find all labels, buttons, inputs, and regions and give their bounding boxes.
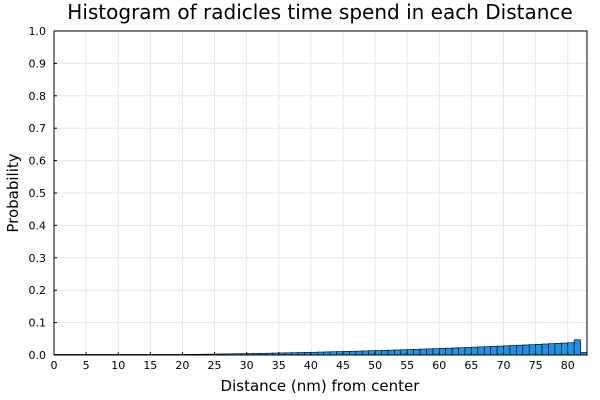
histogram-bar xyxy=(522,344,530,356)
histogram-bar xyxy=(432,348,440,356)
histogram-bar xyxy=(490,346,498,356)
y-tick-label: 0.3 xyxy=(29,252,47,265)
histogram-bar xyxy=(503,345,511,356)
x-tick-label: 15 xyxy=(143,359,157,372)
x-tick-label: 50 xyxy=(368,359,382,372)
histogram-bar xyxy=(464,347,472,356)
histogram-bar xyxy=(419,348,427,356)
x-tick-label: 25 xyxy=(208,359,222,372)
histogram-bar xyxy=(439,348,447,356)
histogram-bar xyxy=(426,348,434,356)
y-tick-label: 0.8 xyxy=(29,90,47,103)
x-tick-label: 80 xyxy=(561,359,575,372)
y-tick-label: 0.5 xyxy=(29,187,47,200)
x-tick-label: 10 xyxy=(111,359,125,372)
histogram-bar xyxy=(496,345,504,356)
x-tick-label: 30 xyxy=(240,359,254,372)
histogram-bar xyxy=(394,349,402,356)
histogram-bar xyxy=(516,344,524,356)
histogram-bar xyxy=(413,348,421,356)
x-tick-label: 65 xyxy=(464,359,478,372)
histogram-bar xyxy=(554,343,562,356)
histogram-bar xyxy=(368,350,376,356)
histogram-bar xyxy=(548,343,556,356)
histogram-bar xyxy=(458,347,466,356)
histogram-bar xyxy=(336,351,344,356)
histogram-bar xyxy=(483,346,491,356)
histogram-bar xyxy=(342,351,350,356)
x-axis-ticks: 0 5 10 15 20 25 30 35 40 45 50 55 60 65 70 75 80 xyxy=(51,352,575,372)
x-tick-label: 5 xyxy=(83,359,90,372)
histogram-bar xyxy=(400,349,408,356)
y-tick-label: 0.0 xyxy=(29,349,47,362)
bars xyxy=(53,339,588,356)
histogram-bar xyxy=(509,345,517,356)
histogram-bar xyxy=(567,342,575,356)
y-tick-label: 0.7 xyxy=(29,122,47,135)
grid xyxy=(53,30,587,356)
x-tick-label: 40 xyxy=(304,359,318,372)
histogram-bar xyxy=(355,350,363,356)
histogram-bar xyxy=(406,349,414,356)
histogram-bar xyxy=(541,343,549,356)
histogram-bar xyxy=(374,350,382,356)
x-tick-label: 60 xyxy=(432,359,446,372)
histogram-bar xyxy=(528,344,536,356)
histogram-bar xyxy=(573,339,581,356)
y-axis-label: Probability xyxy=(4,153,22,232)
histogram-bar xyxy=(471,346,479,356)
chart-title: Histogram of radicles time spend in each… xyxy=(67,0,572,24)
y-tick-label: 0.6 xyxy=(29,155,47,168)
y-tick-label: 0.4 xyxy=(29,219,47,232)
y-tick-label: 0.2 xyxy=(29,284,47,297)
x-tick-label: 20 xyxy=(175,359,189,372)
x-tick-label: 0 xyxy=(51,359,58,372)
x-tick-label: 55 xyxy=(400,359,414,372)
histogram-bar xyxy=(445,347,453,356)
histogram-bar xyxy=(349,350,357,356)
x-tick-label: 35 xyxy=(272,359,286,372)
y-axis-ticks: 0.0 0.1 0.2 0.3 0.4 0.5 0.6 0.7 0.8 0.9 1.0 xyxy=(29,25,57,362)
y-tick-label: 1.0 xyxy=(29,25,47,38)
histogram-bar xyxy=(451,347,459,356)
histogram-bar xyxy=(387,349,395,356)
x-axis-label: Distance (nm) from center xyxy=(221,377,421,395)
histogram-bar xyxy=(381,350,389,356)
x-tick-label: 70 xyxy=(497,359,511,372)
x-tick-label: 75 xyxy=(529,359,543,372)
histogram-bar xyxy=(535,344,543,356)
histogram-bar xyxy=(477,346,485,356)
x-tick-label: 45 xyxy=(336,359,350,372)
y-tick-label: 0.1 xyxy=(29,317,47,330)
y-tick-label: 0.9 xyxy=(29,57,47,70)
histogram-bar xyxy=(561,342,569,356)
histogram-bar xyxy=(361,350,369,356)
